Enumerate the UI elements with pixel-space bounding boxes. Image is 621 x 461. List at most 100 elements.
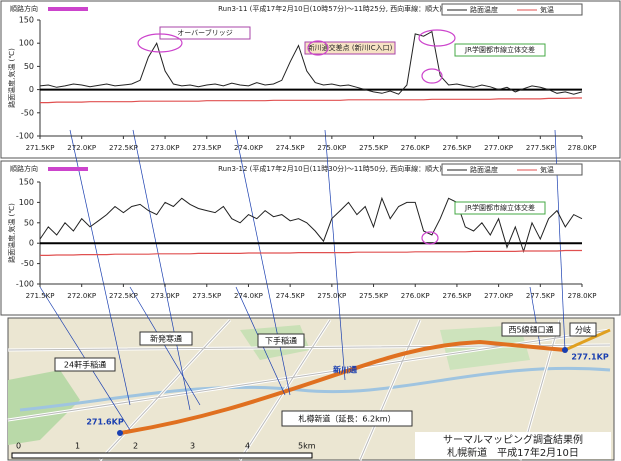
x-tick-label: 275.0KP (317, 292, 346, 300)
scale-label: 5km (298, 442, 316, 451)
y-tick-label: 50 (24, 62, 34, 71)
callout (137, 33, 183, 53)
x-tick-label: 273.5KP (192, 144, 221, 152)
map-label: 24軒手稲通 (64, 360, 106, 370)
y-tick-label: 150 (19, 178, 34, 187)
leader-lines (39, 129, 566, 431)
label-box (257, 333, 305, 348)
y-tick-label: -50 (21, 259, 34, 268)
route (119, 339, 566, 435)
map-label: 271.6KP (86, 418, 124, 427)
map-label: 下手稲通 (265, 336, 297, 346)
legend-label: 気温 (540, 165, 554, 174)
legend-box (441, 163, 583, 176)
annotation-box (454, 201, 546, 215)
x-tick-label: 274.5KP (276, 292, 305, 300)
legend-box (441, 3, 583, 16)
x-tick-label: 274.5KP (276, 144, 305, 152)
x-tick-label: 277.0KP (484, 144, 513, 152)
callout (421, 231, 439, 245)
callout (421, 68, 443, 84)
caption-box (415, 432, 611, 459)
callout (307, 40, 329, 56)
map: 24軒手稲通 新発寒通 下手稲通 新川通 西5線樋口通 分岐 277.1KP 2… (7, 129, 615, 461)
annotation: JR学園都市線立体交差 (464, 203, 535, 212)
x-tick-label: 277.5KP (526, 292, 555, 300)
caption: サーマルマッピング調査結果例 (443, 433, 583, 446)
y-tick-label: 150 (19, 16, 34, 25)
map-label: 西5線樋口通 (508, 325, 553, 335)
direction-label: 順路方向 (10, 4, 38, 13)
y-tick-label: 0 (29, 239, 34, 248)
x-tick-label: 276.5KP (442, 292, 471, 300)
direction-label: 順路方向 (10, 164, 38, 173)
x-tick-label: 275.0KP (317, 144, 346, 152)
chart-frame (0, 160, 621, 316)
label-box (281, 410, 413, 427)
annotation: オーバーブリッジ (177, 28, 233, 37)
y-axis-label: 路面温度,気温 (℃) (7, 48, 16, 108)
scale-label: 0 (16, 442, 21, 451)
chart-title: Run3-12 (平成17年2月10日(11時30分)～11時50分, 西向車線… (218, 164, 442, 173)
chart-frame (0, 0, 621, 159)
x-tick-label: 273.0KP (151, 292, 180, 300)
map-label: 分岐 (575, 325, 591, 335)
series-line (39, 30, 583, 95)
map-label: 277.1KP (571, 353, 609, 362)
route-branch (564, 328, 611, 352)
annotation: 新川通交差点 (新川IC入口) (308, 43, 393, 52)
x-tick-label: 271.5KP (26, 144, 55, 152)
annotation-box (159, 26, 251, 40)
x-tick-label: 278.0KP (568, 292, 597, 300)
series-line (39, 196, 583, 254)
callout (418, 29, 456, 47)
chart-title: Run3-11 (平成17年2月10日(10時57分)～11時25分, 西向車線… (218, 4, 442, 13)
x-tick-label: 275.5KP (359, 144, 388, 152)
x-tick-label: 276.0KP (401, 292, 430, 300)
x-tick-label: 274.0KP (234, 292, 263, 300)
x-tick-label: 277.0KP (484, 292, 513, 300)
x-tick-label: 271.5KP (26, 292, 55, 300)
y-axis-label: 路面温度,気温 (℃) (7, 203, 16, 263)
y-tick-label: -100 (16, 132, 34, 141)
label-box (569, 322, 597, 337)
legend-label: 路面温度 (470, 165, 498, 174)
x-tick-label: 272.0KP (67, 292, 96, 300)
x-tick-label: 273.5KP (192, 292, 221, 300)
map-label: 新発寒通 (150, 334, 182, 344)
scale-label: 2 (133, 442, 138, 451)
y-tick-label: 100 (19, 198, 34, 207)
y-tick-label: 0 (29, 85, 34, 94)
legend-label: 路面温度 (470, 5, 498, 14)
y-tick-label: -50 (21, 108, 34, 117)
series-line (40, 249, 582, 256)
label-box (54, 357, 116, 372)
annotation-box (454, 43, 546, 57)
series-line (40, 97, 582, 104)
x-tick-label: 275.5KP (359, 292, 388, 300)
label-box (501, 322, 561, 337)
annotation: JR学園都市線立体交差 (464, 45, 535, 54)
scale-bar (11, 452, 313, 459)
x-tick-label: 272.5KP (109, 292, 138, 300)
route-start (117, 430, 123, 436)
x-tick-label: 278.0KP (568, 144, 597, 152)
scale-label: 4 (245, 442, 250, 451)
y-tick-label: 50 (24, 218, 34, 227)
x-tick-label: 273.0KP (151, 144, 180, 152)
label-box (139, 331, 193, 346)
x-tick-label: 277.5KP (526, 144, 555, 152)
x-tick-label: 272.5KP (109, 144, 138, 152)
map-label: 新川通 (333, 365, 357, 375)
caption: 札幌新道 平成17年2月10日 (447, 446, 579, 459)
river (19, 366, 611, 412)
x-tick-label: 276.0KP (401, 144, 430, 152)
x-tick-label: 276.5KP (442, 144, 471, 152)
y-tick-label: 100 (19, 39, 34, 48)
scale-label: 1 (75, 442, 80, 451)
legend-label: 気温 (540, 5, 554, 14)
y-tick-label: -100 (16, 280, 34, 289)
x-tick-label: 274.0KP (234, 144, 263, 152)
